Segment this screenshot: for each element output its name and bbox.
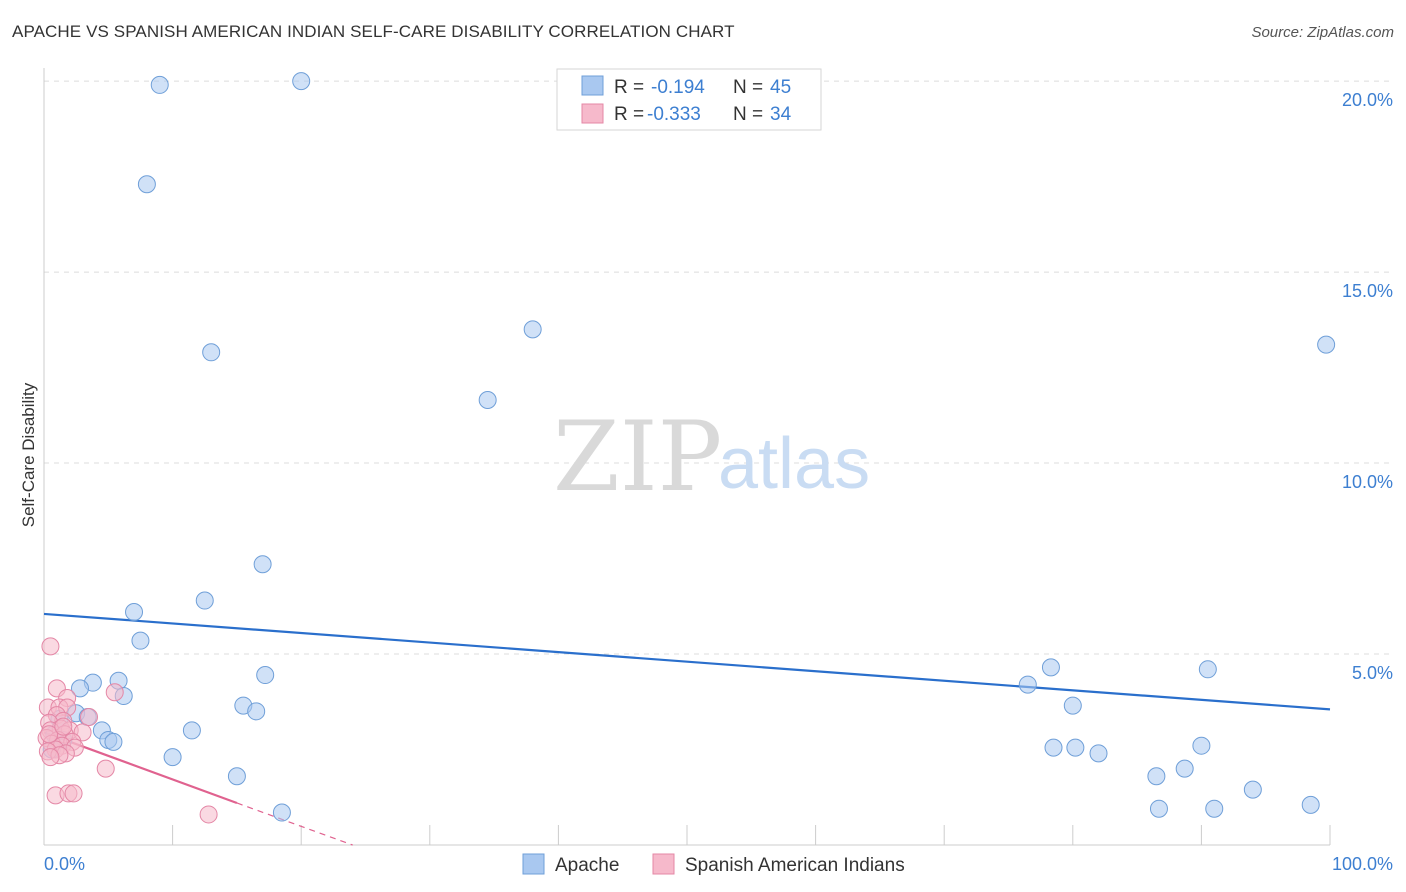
x-tick-labels: 0.0% 100.0% xyxy=(44,854,1393,874)
y-axis-label: Self-Care Disability xyxy=(19,382,38,527)
legend-r-label-spanish: R = xyxy=(614,104,644,125)
trend-line-extension-1 xyxy=(236,802,353,846)
legend-swatch-spanish xyxy=(581,103,604,124)
point-apache xyxy=(1066,738,1085,757)
x-tick-label-min: 0.0% xyxy=(44,854,85,874)
legend-r-value-apache: -0.194 xyxy=(651,77,705,98)
legend-n-label-apache: N = xyxy=(733,77,763,98)
bottom-legend-label-spanish: Spanish American Indians xyxy=(685,855,905,876)
point-apache xyxy=(1243,780,1262,799)
point-spanish-american-indians xyxy=(64,784,83,803)
axes xyxy=(43,68,1331,846)
y-tick-label: 20.0% xyxy=(1342,90,1393,110)
legend-swatch-apache xyxy=(581,75,604,96)
point-apache xyxy=(478,391,497,410)
point-apache xyxy=(163,748,182,767)
point-spanish-american-indians xyxy=(41,748,60,767)
point-spanish-american-indians xyxy=(105,683,124,702)
legend-r-value-spanish: -0.333 xyxy=(647,104,701,125)
bottom-legend-label-apache: Apache xyxy=(555,855,619,876)
point-apache xyxy=(1205,799,1224,818)
bottom-legend-swatch-apache xyxy=(522,853,545,875)
source-credit: Source: ZipAtlas.com xyxy=(1251,24,1394,41)
y-tick-label: 15.0% xyxy=(1342,281,1393,301)
stats-legend: R = -0.194 N = 45 R = -0.333 N = 34 xyxy=(556,68,822,131)
point-spanish-american-indians xyxy=(80,708,99,727)
point-spanish-american-indians xyxy=(96,759,115,778)
point-apache xyxy=(1089,744,1108,763)
bottom-legend-swatch-spanish xyxy=(652,853,675,875)
point-spanish-american-indians xyxy=(40,725,59,744)
point-apache xyxy=(125,603,144,622)
point-apache xyxy=(1317,335,1336,354)
trend-line-0 xyxy=(43,612,1331,711)
point-apache xyxy=(1147,767,1166,786)
point-apache xyxy=(71,679,90,698)
point-apache xyxy=(1044,738,1063,757)
legend-r-label-apache: R = xyxy=(614,77,644,98)
point-apache xyxy=(202,343,221,362)
point-apache xyxy=(272,803,291,822)
point-apache xyxy=(1149,799,1168,818)
point-apache xyxy=(1198,660,1217,679)
grid-lines xyxy=(44,80,1390,655)
point-spanish-american-indians xyxy=(41,637,60,656)
legend-n-value-spanish: 34 xyxy=(770,104,792,125)
point-apache xyxy=(131,631,150,650)
point-apache xyxy=(1175,759,1194,778)
trend-lines xyxy=(43,612,1331,846)
watermark-atlas: atlas xyxy=(718,424,870,504)
chart-title: APACHE VS SPANISH AMERICAN INDIAN SELF-C… xyxy=(12,22,735,41)
point-spanish-american-indians xyxy=(199,805,218,824)
point-apache xyxy=(1041,658,1060,677)
point-apache xyxy=(227,767,246,786)
point-apache xyxy=(195,591,214,610)
point-apache xyxy=(1301,795,1320,814)
point-spanish-american-indians xyxy=(54,717,73,736)
point-apache xyxy=(253,555,272,574)
point-apache xyxy=(523,320,542,339)
legend-n-label-spanish: N = xyxy=(733,104,763,125)
point-apache xyxy=(292,72,311,91)
point-apache xyxy=(104,732,123,751)
data-points xyxy=(37,72,1336,824)
point-apache xyxy=(1192,736,1211,755)
x-tick-label-max: 100.0% xyxy=(1332,854,1393,874)
y-tick-label: 5.0% xyxy=(1352,663,1393,683)
point-apache xyxy=(1063,696,1082,715)
y-tick-label: 10.0% xyxy=(1342,472,1393,492)
legend-n-value-apache: 45 xyxy=(770,77,791,98)
y-tick-labels: 5.0% 10.0% 15.0% 20.0% xyxy=(1342,90,1393,683)
point-apache xyxy=(150,75,169,94)
point-apache xyxy=(137,175,156,194)
point-apache xyxy=(247,702,266,721)
series-legend: Apache Spanish American Indians xyxy=(522,853,905,876)
point-apache xyxy=(182,721,201,740)
watermark-zip: ZIP xyxy=(553,401,722,513)
point-apache xyxy=(1018,675,1037,694)
watermark: ZIP atlas xyxy=(553,401,870,513)
point-apache xyxy=(256,666,275,685)
